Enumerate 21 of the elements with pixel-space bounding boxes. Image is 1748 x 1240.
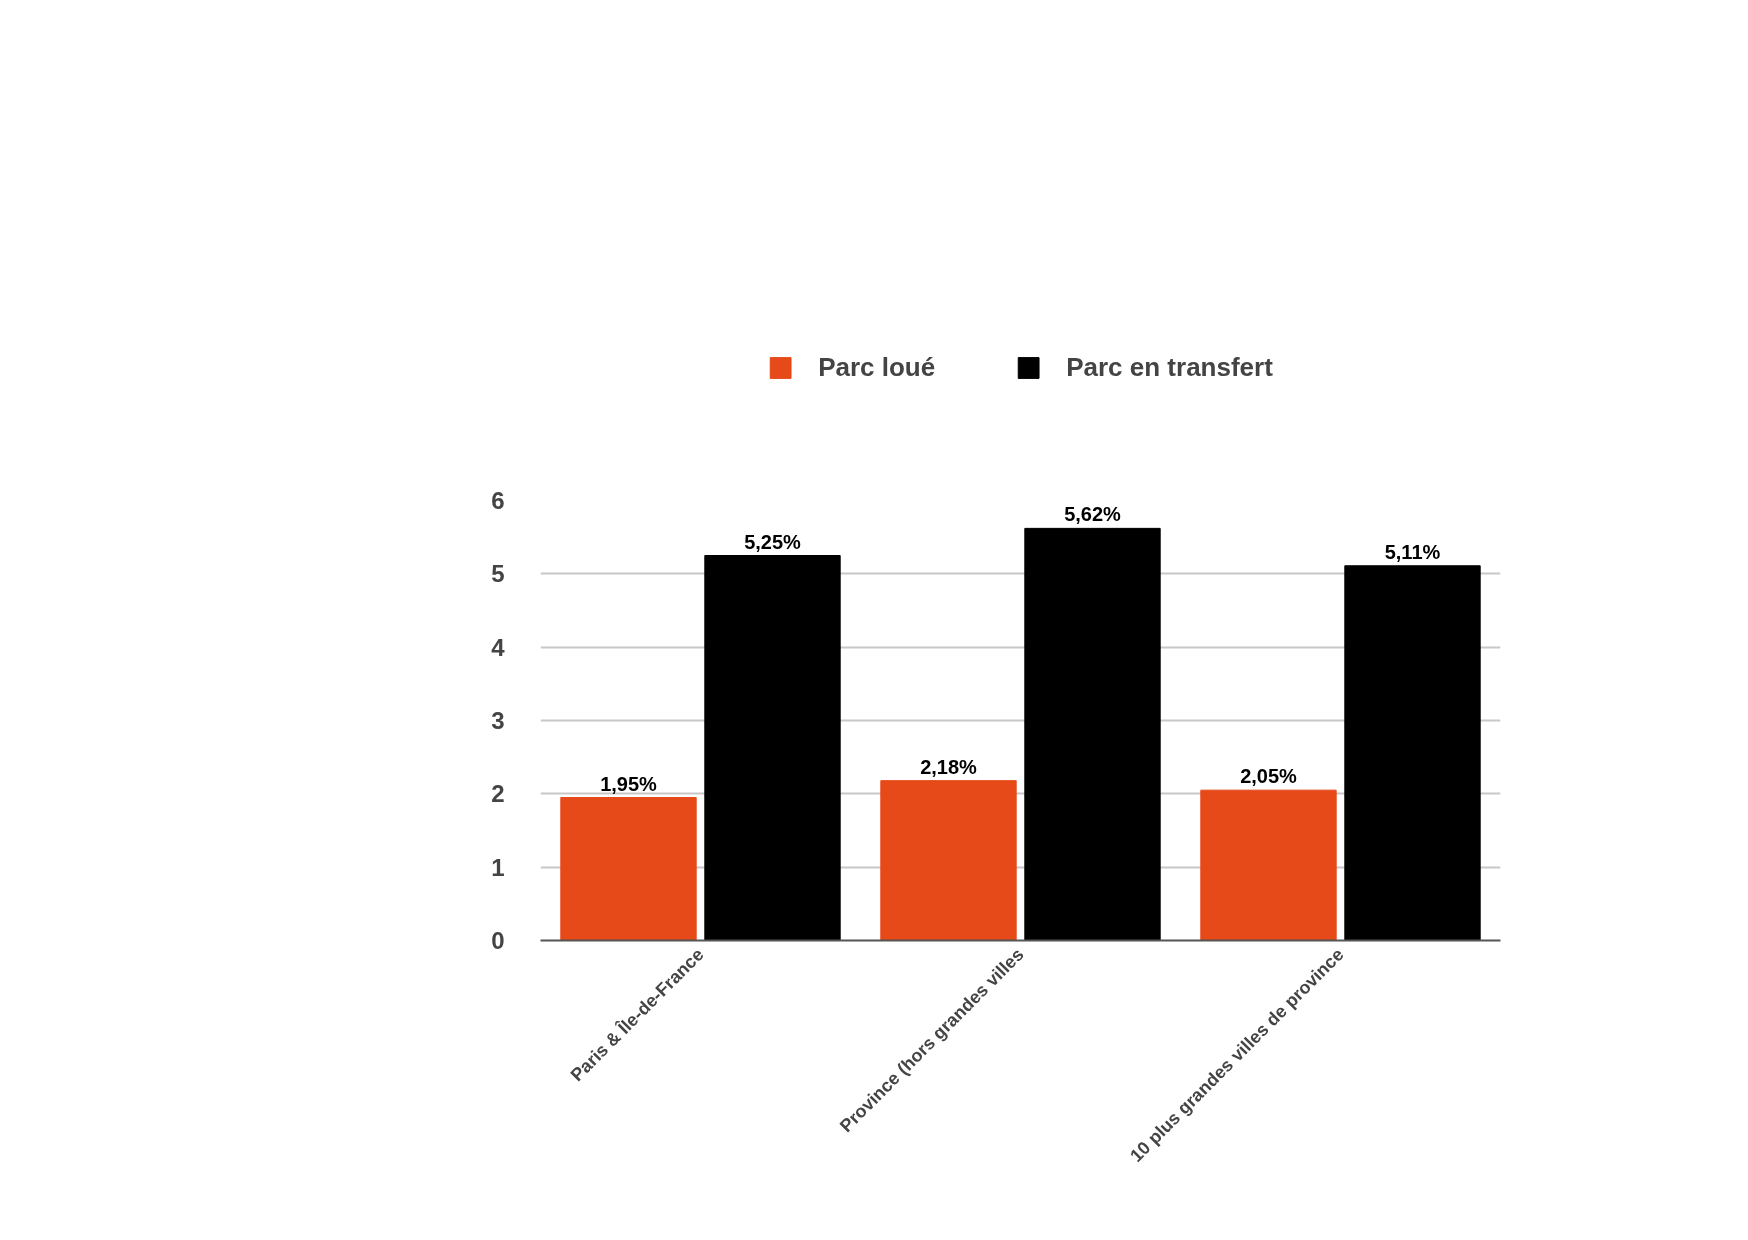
data-label: 5,62%	[1064, 503, 1122, 526]
data-label: 2,05%	[1240, 765, 1298, 788]
y-tick-label: 5	[491, 560, 505, 588]
bar	[1344, 565, 1481, 941]
legend-label: Parc en transfert	[1066, 351, 1273, 383]
data-label: 5,25%	[744, 530, 802, 553]
data-label: 5,11%	[1384, 540, 1441, 563]
legend-label: Parc loué	[818, 351, 936, 383]
y-tick-label: 4	[491, 633, 506, 661]
bar	[1024, 527, 1161, 941]
bar	[880, 780, 1017, 941]
y-tick-label: 2	[491, 780, 505, 808]
data-label: 2,18%	[920, 755, 978, 778]
bar	[704, 555, 841, 941]
y-tick-label: 0	[491, 927, 505, 954]
y-tick-label: 3	[491, 707, 505, 734]
data-label: 1,95%	[600, 772, 658, 795]
y-tick-label: 1	[491, 853, 505, 881]
y-tick-label: 6	[491, 487, 505, 514]
bar	[560, 797, 697, 941]
bar	[1200, 789, 1337, 941]
